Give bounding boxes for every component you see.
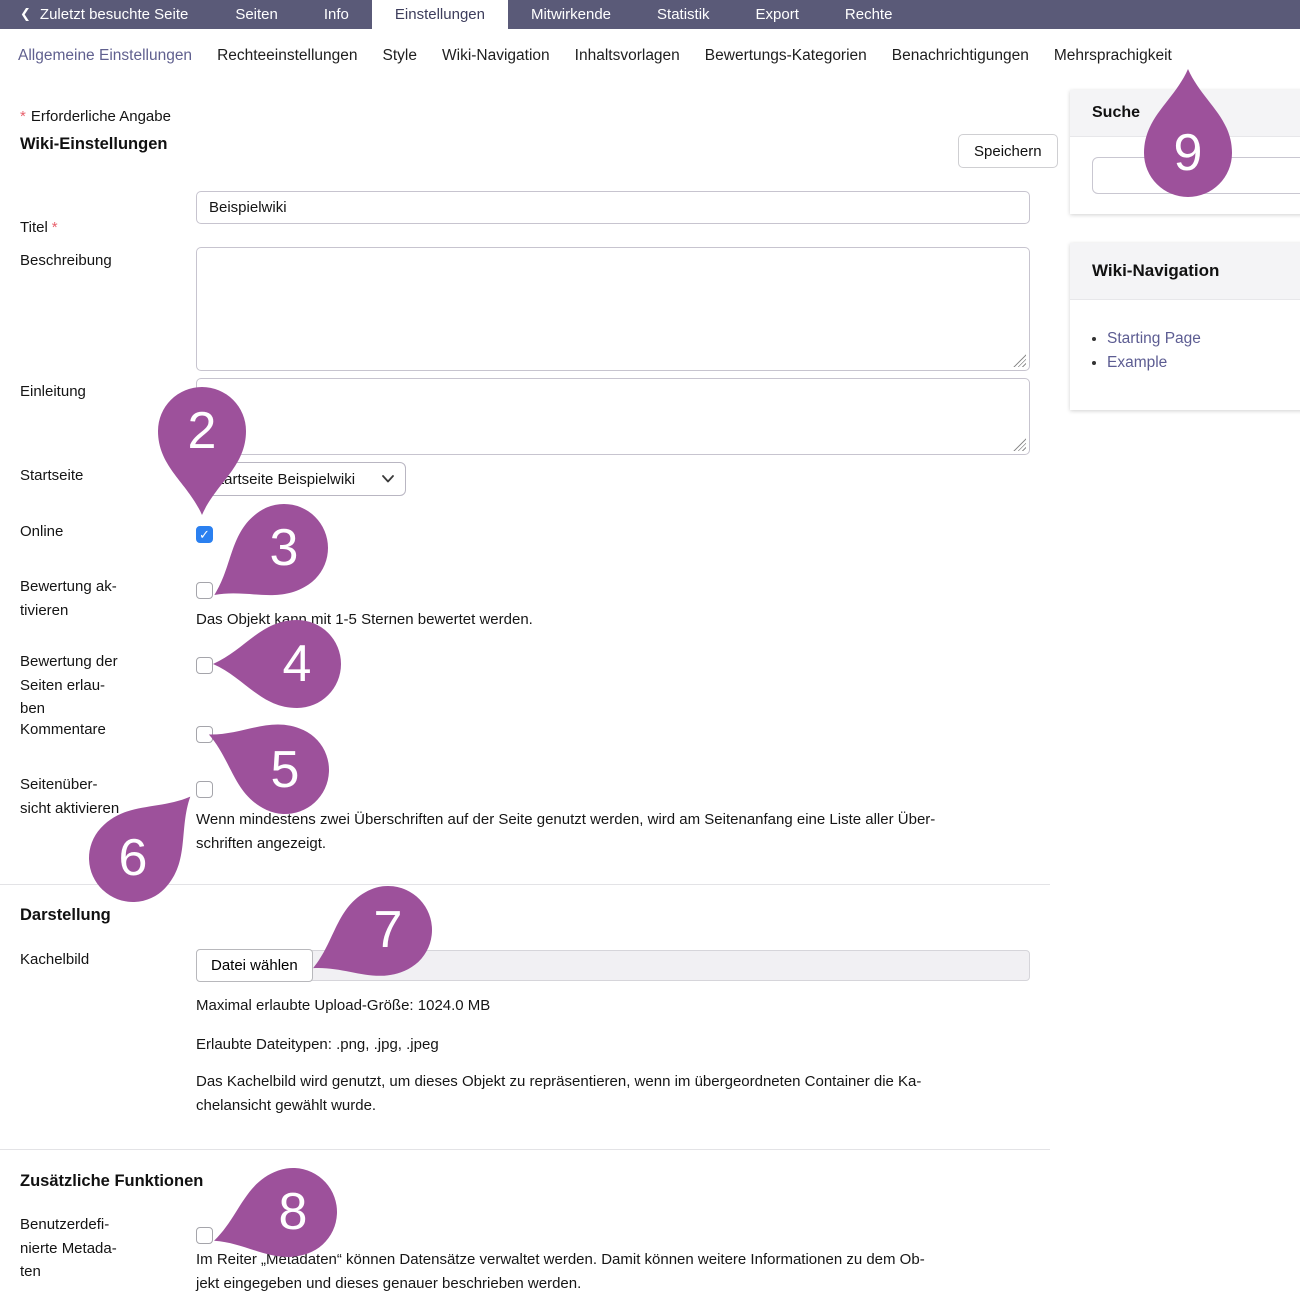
kommentare-label: Kommentare	[20, 721, 106, 738]
subtab-allgemeine-einstellungen[interactable]: Allgemeine Einstellungen	[18, 47, 193, 64]
topnav-item-mitwirkende[interactable]: Mitwirkende	[530, 6, 612, 23]
beschreibung-field	[196, 247, 1030, 371]
metadata-help-text: Im Reiter „Metadaten“ können Datensätze …	[196, 1251, 925, 1292]
online-checkbox[interactable]	[196, 526, 213, 543]
topnav-item-statistik[interactable]: Statistik	[657, 6, 710, 23]
bewertung-aktivieren-label: Bewertung ak- tivieren	[20, 578, 117, 619]
chevron-down-icon	[382, 475, 394, 483]
topnav-item-seiten[interactable]: Seiten	[235, 6, 278, 23]
svg-text:6: 6	[119, 829, 148, 887]
section-divider	[0, 1149, 1050, 1150]
subtab-style[interactable]: Style	[382, 47, 417, 64]
svg-text:4: 4	[283, 635, 312, 693]
startseite-select[interactable]: Startseite Beispielwiki	[196, 462, 406, 496]
beschreibung-textarea[interactable]	[196, 247, 1030, 371]
titel-input[interactable]	[196, 191, 1030, 224]
file-name-area[interactable]	[310, 950, 1030, 981]
topnav-item-einstellungen[interactable]: Einstellungen	[371, 0, 508, 29]
topnav-item-info[interactable]: Info	[323, 6, 349, 23]
online-label: Online	[20, 523, 64, 540]
wiki-navigation-panel-title: Wiki-Navigation	[1092, 261, 1220, 280]
metadata-checkbox[interactable]	[196, 1227, 213, 1244]
search-panel: Suche	[1070, 90, 1300, 214]
search-panel-header: Suche	[1070, 90, 1300, 137]
top-navigation-bar: ❮ Zuletzt besuchte Seite Seiten Info Ein…	[0, 0, 1300, 29]
zusatz-heading: Zusätzliche Funktionen	[20, 1172, 204, 1190]
einleitung-textarea[interactable]	[196, 378, 1030, 455]
search-panel-title: Suche	[1092, 104, 1141, 121]
back-link-label: Zuletzt besuchte Seite	[39, 6, 189, 23]
startseite-select-value: Startseite Beispielwiki	[210, 470, 356, 488]
seitenuebersicht-label: Seitenüber- sicht aktivieren	[20, 776, 120, 817]
wiki-navigation-panel: Wiki-Navigation Starting Page Example	[1070, 243, 1300, 410]
search-input[interactable]	[1092, 157, 1300, 194]
list-item: Starting Page	[1107, 327, 1300, 351]
svg-text:8: 8	[279, 1183, 308, 1241]
callout-marker-4: 4	[177, 544, 417, 784]
form-title: Wiki-Einstellungen	[20, 135, 168, 153]
section-divider	[0, 884, 1050, 885]
darstellung-heading: Darstellung	[20, 906, 111, 924]
wiki-navigation-panel-header: Wiki-Navigation	[1070, 243, 1300, 300]
chevron-left-icon: ❮	[20, 6, 31, 21]
subtab-bewertungs-kategorien[interactable]: Bewertungs-Kategorien	[704, 47, 867, 64]
seitenuebersicht-checkbox[interactable]	[196, 781, 213, 798]
subtab-inhaltsvorlagen[interactable]: Inhaltsvorlagen	[574, 47, 680, 64]
metadata-label: Benutzerdefi- nierte Metada- ten	[20, 1216, 117, 1280]
required-asterisk: *	[51, 218, 58, 236]
einleitung-label: Einleitung	[20, 383, 86, 400]
svg-text:3: 3	[270, 519, 299, 577]
subtab-wiki-navigation[interactable]: Wiki-Navigation	[442, 47, 550, 64]
subtab-rechteeinstellungen[interactable]: Rechteeinstellungen	[217, 47, 358, 64]
required-asterisk: *	[20, 108, 26, 125]
topnav-item-rechte[interactable]: Rechte	[844, 6, 893, 23]
topnav-item-export[interactable]: Export	[755, 6, 799, 23]
subtab-mehrsprachigkeit[interactable]: Mehrsprachigkeit	[1053, 47, 1172, 64]
wiki-navigation-list: Starting Page Example	[1107, 327, 1300, 374]
bewertung-help-text: Das Objekt kann mit 1-5 Sternen bewertet…	[196, 611, 533, 628]
settings-subtabs: Allgemeine Einstellungen Rechteeinstellu…	[0, 36, 1300, 76]
file-types-note: Erlaubte Dateitypen: .png, .jpg, .jpeg	[196, 1036, 439, 1053]
choose-file-button[interactable]: Datei wählen	[196, 949, 313, 982]
kachelbild-description: Das Kachelbild wird genutzt, um dieses O…	[196, 1073, 922, 1114]
upload-size-note: Maximal erlaubte Upload-Größe: 1024.0 MB	[196, 997, 491, 1014]
kachelbild-label: Kachelbild	[20, 951, 90, 968]
beschreibung-label: Beschreibung	[20, 252, 112, 269]
bewertung-seiten-checkbox[interactable]	[196, 657, 213, 674]
wiki-link-example[interactable]: Example	[1107, 353, 1168, 371]
required-field-note: * Erforderliche Angabe	[20, 108, 171, 125]
wiki-link-starting-page[interactable]: Starting Page	[1107, 330, 1201, 347]
bewertung-aktivieren-checkbox[interactable]	[196, 582, 213, 599]
titel-label: Titel *	[20, 218, 58, 236]
list-item: Example	[1107, 351, 1300, 375]
startseite-label: Startseite	[20, 467, 84, 484]
back-to-last-page-link[interactable]: ❮ Zuletzt besuchte Seite	[0, 0, 212, 29]
kommentare-checkbox[interactable]	[196, 726, 213, 743]
svg-text:5: 5	[271, 741, 300, 799]
save-button[interactable]: Speichern	[958, 134, 1058, 168]
einleitung-field	[196, 378, 1030, 455]
seitenuebersicht-help-text: Wenn mindestens zwei Überschriften auf d…	[196, 811, 936, 852]
subtab-benachrichtigungen[interactable]: Benachrichtigungen	[891, 47, 1029, 64]
bewertung-seiten-label: Bewertung der Seiten erlau- ben	[20, 653, 118, 717]
